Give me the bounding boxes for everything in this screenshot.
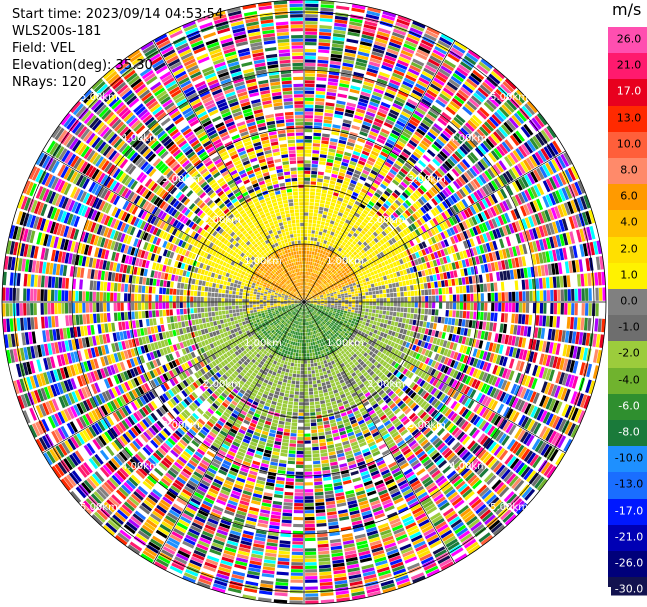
azimuth-spoke [152, 301, 305, 564]
colorbar-tick-label: 8.0 [611, 163, 647, 177]
header-info: Start time: 2023/09/14 04:53:54 WLS200s-… [12, 6, 223, 91]
colorbar-tick-label: -2.0 [611, 346, 647, 360]
range-ring-label: 3.00km [162, 420, 200, 431]
colorbar-tick-label: -26.0 [611, 556, 647, 570]
colorbar-tick-label: -1.0 [611, 320, 647, 334]
colorbar-tick-label: 13.0 [611, 111, 647, 125]
colorbar-tick-label: -17.0 [611, 504, 647, 518]
colorbar-tick-label: 21.0 [611, 58, 647, 72]
range-ring-label: 1.00km [244, 256, 282, 267]
azimuth-spoke [303, 150, 566, 303]
range-ring-label: 2.00km [203, 215, 241, 226]
colorbar: 26.0 21.0 17.0 13.0 10.0 8.0 6.0 4.0 2.0 1.0 0.0 -1… [608, 27, 647, 596]
range-ring-label: 5.00km [490, 502, 528, 513]
range-ring-label: 3.00km [162, 174, 200, 185]
colorbar-tick-label: -30.0 [611, 582, 647, 596]
velocity-gate-cells [4, 20, 586, 596]
colorbar-tick-label: -13.0 [611, 477, 647, 491]
azimuth-spoke [303, 40, 456, 303]
range-ring-label: 2.00km [203, 379, 241, 390]
elevation-label: Elevation(deg): 35.30 [12, 58, 153, 73]
velocity-gate-cells [12, 24, 599, 593]
range-ring-label: 4.00km [449, 133, 487, 144]
range-grid [1, 0, 607, 605]
velocity-gate-cells [33, 2, 606, 593]
colorbar-tick-label: 4.0 [611, 215, 647, 229]
range-ring [245, 243, 363, 361]
range-ring-label: 2.00km [367, 379, 405, 390]
azimuth-spoke [152, 40, 305, 303]
range-ring-label: 1.00km [326, 256, 364, 267]
range-ring-label: 3.00km [408, 420, 446, 431]
range-ring [129, 127, 479, 477]
nrays-label: NRays: 120 [12, 75, 87, 90]
colorbar-tick-label: -8.0 [611, 425, 647, 439]
outer-ring [1, 0, 607, 605]
range-ring-label: 5.00km [490, 92, 528, 103]
colorbar-tick-label: 17.0 [611, 84, 647, 98]
azimuth-spoke [42, 150, 305, 303]
range-ring-label: 4.00km [121, 133, 159, 144]
range-ring-label: 5.00km [80, 92, 118, 103]
azimuth-spoke [42, 301, 305, 454]
colorbar-tick-label: -6.0 [611, 399, 647, 413]
range-ring-labels: 1.00km 1.00km 1.00km 1.00km 2.00km 2.00km 2.00… [80, 92, 528, 513]
colorbar-segment [608, 577, 647, 588]
azimuth-spoke [303, 301, 456, 564]
colorbar-tick-label: -10.0 [611, 451, 647, 465]
field-label: Field: VEL [12, 41, 75, 56]
velocity-gate-cells [19, 14, 594, 597]
range-ring-label: 4.00km [449, 461, 487, 472]
range-ring-label: 5.00km [80, 502, 118, 513]
colorbar-tick-label: 2.0 [611, 242, 647, 256]
range-ring-label: 1.00km [326, 338, 364, 349]
colorbar-tick-label: 10.0 [611, 137, 647, 151]
range-ring-label: 1.00km [244, 338, 282, 349]
instrument-label: WLS200s-181 [12, 24, 102, 39]
range-ring [187, 185, 421, 419]
colorbar-tick-label: -4.0 [611, 373, 647, 387]
range-ring [71, 69, 537, 535]
range-ring [13, 11, 595, 593]
range-ring-label: 3.00km [408, 174, 446, 185]
range-ring-label: 4.00km [121, 461, 159, 472]
range-ring-label: 2.00km [367, 215, 405, 226]
colorbar-tick-label: 6.0 [611, 189, 647, 203]
azimuth-spoke [303, 301, 566, 454]
colorbar-tick-label: 0.0 [611, 294, 647, 308]
start-time-label: Start time: 2023/09/14 04:53:54 [12, 7, 224, 22]
colorbar-tick-label: -21.0 [611, 530, 647, 544]
velocity-gate-cells [16, 7, 601, 604]
colorbar-tick-label: 26.0 [611, 32, 647, 46]
colorbar-unit: m/s [612, 0, 642, 19]
colorbar-tick-label: 1.0 [611, 268, 647, 282]
